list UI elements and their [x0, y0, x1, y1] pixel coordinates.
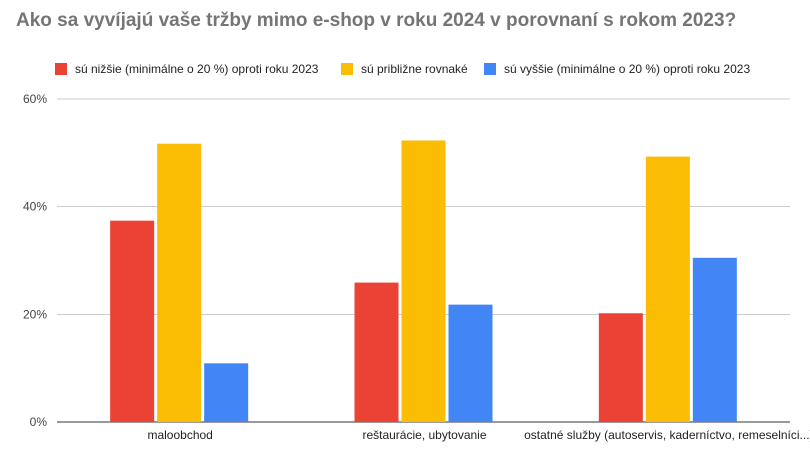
bar: [204, 363, 249, 422]
x-tick-label: ostatné služby (autoservis, kaderníctvo,…: [524, 428, 810, 442]
legend-item-same: sú približne rovnaké: [341, 62, 468, 76]
bar: [401, 140, 446, 422]
x-tick-label: maloobchod: [147, 428, 212, 442]
legend-item-lower: sú nižšie (minimálne o 20 %) oproti roku…: [55, 62, 318, 76]
bar: [598, 313, 643, 422]
legend-swatch-higher: [484, 63, 496, 75]
legend-swatch-same: [341, 63, 353, 75]
bar: [110, 220, 155, 422]
bar: [157, 143, 202, 422]
legend-label-higher: sú vyššie (minimálne o 20 %) oproti roku…: [504, 62, 751, 76]
legend-label-same: sú približne rovnaké: [361, 62, 468, 76]
legend-label-lower: sú nižšie (minimálne o 20 %) oproti roku…: [75, 62, 319, 76]
chart-title: Ako sa vyvíjajú vaše tržby mimo e-shop v…: [16, 10, 737, 31]
bar: [692, 257, 737, 422]
x-tick-label: reštaurácie, ubytovanie: [362, 428, 486, 442]
bar: [645, 156, 690, 422]
legend-item-higher: sú vyššie (minimálne o 20 %) oproti roku…: [484, 62, 750, 76]
y-tick-label: 20%: [23, 307, 47, 321]
y-tick-label: 40%: [23, 200, 47, 214]
legend: sú nižšie (minimálne o 20 %) oproti roku…: [0, 62, 810, 80]
y-tick-label: 60%: [23, 92, 47, 106]
bar: [448, 304, 493, 422]
legend-swatch-lower: [55, 63, 67, 75]
y-tick-label: 0%: [30, 415, 48, 429]
bar: [354, 282, 399, 422]
